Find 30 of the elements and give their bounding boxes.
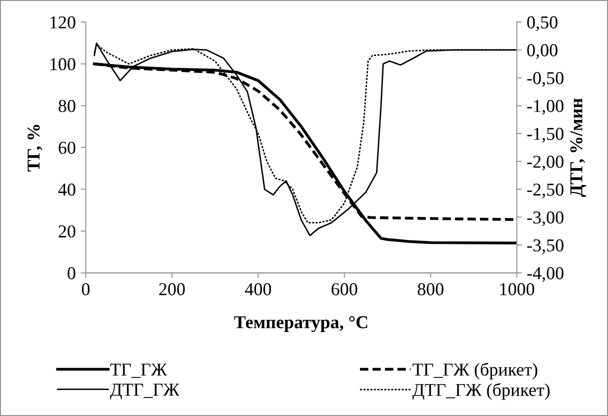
y2-tick-label: -4,00 bbox=[527, 267, 564, 282]
y2-tick-label: -0,50 bbox=[527, 72, 564, 87]
y-tick-label: 40 bbox=[58, 184, 76, 196]
x-tick-label: 0 bbox=[82, 283, 90, 296]
y2-tick-label: -1,50 bbox=[527, 128, 564, 143]
y-tick-label: 60 bbox=[58, 142, 76, 154]
y-tick-label: 20 bbox=[58, 225, 76, 238]
y2-tick-label: -3,50 bbox=[527, 239, 564, 254]
y-tick-label: 0 bbox=[68, 267, 76, 280]
x-tick-label: 200 bbox=[159, 283, 185, 296]
y-tick-label: 80 bbox=[58, 100, 76, 112]
y2-tick-label: -2,50 bbox=[527, 184, 564, 198]
y-axis-title: ТГ, % bbox=[28, 124, 42, 172]
y2-tick-label: -2,00 bbox=[527, 156, 564, 170]
y2-tick-label: 0,00 bbox=[527, 44, 558, 59]
x-tick-label: 800 bbox=[418, 283, 444, 296]
legend-label: ДТГ_ГЖ bbox=[110, 384, 180, 400]
y-tick-label: 120 bbox=[50, 16, 76, 28]
y-tick-label: 100 bbox=[50, 58, 76, 70]
y2-axis-title: ДТГ, %/мин bbox=[570, 98, 586, 197]
x-axis-title: Температура, °C bbox=[234, 316, 368, 332]
x-tick-label: 400 bbox=[244, 283, 272, 296]
y2-tick-label: -3,00 bbox=[527, 211, 564, 226]
legend-label: ТГ_ГЖ (брикет) bbox=[412, 362, 538, 380]
x-tick-label: 600 bbox=[332, 283, 358, 296]
legend-label: ДТГ_ГЖ (брикет) bbox=[412, 382, 550, 400]
y2-tick-label: -1,00 bbox=[527, 100, 564, 115]
y2-tick-label: 0,50 bbox=[527, 16, 558, 32]
x-tick-label: 1000 bbox=[500, 283, 534, 296]
legend-label: ТГ_ГЖ bbox=[110, 364, 168, 378]
